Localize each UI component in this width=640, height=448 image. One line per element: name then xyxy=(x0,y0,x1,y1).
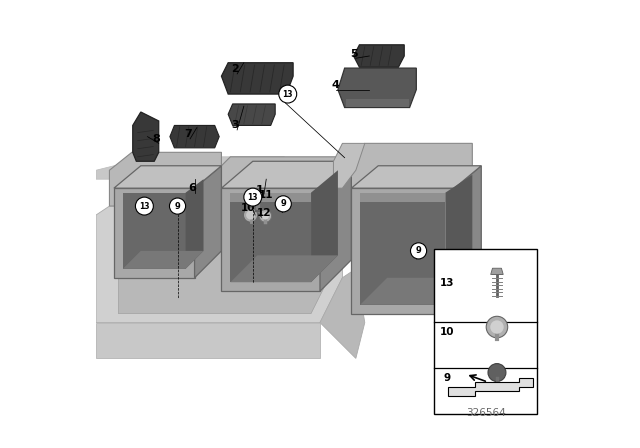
Bar xyxy=(435,249,538,414)
Polygon shape xyxy=(230,255,338,282)
Text: 5: 5 xyxy=(350,49,357,59)
Text: 9: 9 xyxy=(175,202,180,211)
Text: 9: 9 xyxy=(444,373,451,383)
Polygon shape xyxy=(353,45,404,67)
Text: 9: 9 xyxy=(416,246,421,255)
Circle shape xyxy=(255,192,262,199)
Circle shape xyxy=(170,198,186,214)
Polygon shape xyxy=(96,323,320,358)
Polygon shape xyxy=(114,166,221,188)
Polygon shape xyxy=(109,152,221,206)
Polygon shape xyxy=(311,170,338,282)
Circle shape xyxy=(136,197,154,215)
Polygon shape xyxy=(360,193,445,305)
Polygon shape xyxy=(118,193,329,314)
Polygon shape xyxy=(96,157,342,215)
Polygon shape xyxy=(360,193,445,202)
Polygon shape xyxy=(351,188,454,314)
Text: 10: 10 xyxy=(241,203,255,213)
Text: 2: 2 xyxy=(231,65,239,74)
Polygon shape xyxy=(490,383,504,385)
Text: 10: 10 xyxy=(440,327,454,336)
Polygon shape xyxy=(445,175,472,305)
Polygon shape xyxy=(123,193,186,269)
Text: 6: 6 xyxy=(188,183,196,193)
Text: 13: 13 xyxy=(440,279,454,289)
Polygon shape xyxy=(195,166,221,278)
Text: 8: 8 xyxy=(152,134,161,144)
Circle shape xyxy=(279,85,297,103)
Polygon shape xyxy=(114,188,195,278)
Text: 3: 3 xyxy=(231,121,239,130)
Polygon shape xyxy=(454,166,481,314)
Polygon shape xyxy=(351,166,481,188)
Circle shape xyxy=(490,320,504,334)
Circle shape xyxy=(243,208,258,222)
Polygon shape xyxy=(333,143,365,188)
Polygon shape xyxy=(221,188,320,291)
Polygon shape xyxy=(186,179,204,269)
Polygon shape xyxy=(132,112,159,161)
Text: 13: 13 xyxy=(282,90,293,99)
Text: 1: 1 xyxy=(255,185,264,195)
Circle shape xyxy=(262,212,269,220)
Polygon shape xyxy=(320,161,351,291)
Polygon shape xyxy=(230,193,311,202)
Text: 326564: 326564 xyxy=(466,408,506,418)
Polygon shape xyxy=(346,99,409,107)
Polygon shape xyxy=(228,104,275,125)
Polygon shape xyxy=(491,268,503,275)
Polygon shape xyxy=(342,143,472,251)
Polygon shape xyxy=(221,161,351,188)
Polygon shape xyxy=(195,179,221,206)
Polygon shape xyxy=(221,63,293,94)
Polygon shape xyxy=(170,125,220,148)
Polygon shape xyxy=(96,179,342,323)
Circle shape xyxy=(275,196,291,212)
Circle shape xyxy=(488,364,506,382)
Text: 9: 9 xyxy=(280,199,286,208)
Polygon shape xyxy=(230,193,311,282)
Polygon shape xyxy=(217,157,347,215)
Polygon shape xyxy=(360,278,472,305)
Text: 4: 4 xyxy=(332,80,340,90)
Circle shape xyxy=(259,210,271,222)
Circle shape xyxy=(486,316,508,338)
Text: 13: 13 xyxy=(139,202,150,211)
Text: 13: 13 xyxy=(248,193,258,202)
Polygon shape xyxy=(123,251,204,269)
Text: 11: 11 xyxy=(259,190,273,200)
Text: 7: 7 xyxy=(184,129,192,139)
Polygon shape xyxy=(448,378,533,396)
Circle shape xyxy=(410,243,427,259)
Circle shape xyxy=(246,211,255,220)
Polygon shape xyxy=(320,269,365,358)
Circle shape xyxy=(244,188,262,206)
Polygon shape xyxy=(338,68,417,108)
Text: 12: 12 xyxy=(257,208,271,218)
